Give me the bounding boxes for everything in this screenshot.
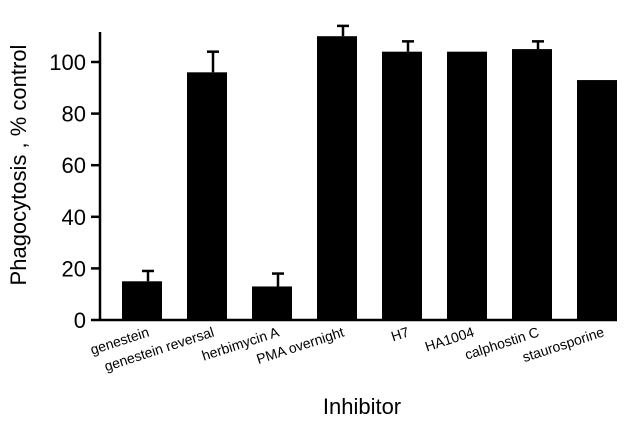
bar [187, 72, 227, 320]
axes-group [98, 32, 617, 322]
bar [317, 36, 357, 320]
bar [382, 51, 422, 321]
error-bars-group [142, 24, 544, 287]
y-tick-label: 0 [74, 308, 86, 333]
y-tick-label: 80 [62, 102, 86, 127]
bar [447, 51, 487, 321]
y-axis-title: Phagocytosis , % control [6, 45, 31, 286]
y-tick-label: 100 [49, 50, 86, 75]
y-tick-label: 60 [62, 153, 86, 178]
y-tick-label: 40 [62, 205, 86, 230]
bar [252, 286, 292, 320]
bar [577, 80, 617, 320]
y-tick-label: 20 [62, 256, 86, 281]
bar [122, 281, 162, 320]
x-axis-title: Inhibitor [323, 394, 401, 419]
x-category-label: H7 [389, 324, 411, 345]
bar [512, 49, 552, 320]
y-ticks-group: 0 20 40 60 80 100 [49, 50, 100, 333]
bars-group [122, 36, 617, 321]
